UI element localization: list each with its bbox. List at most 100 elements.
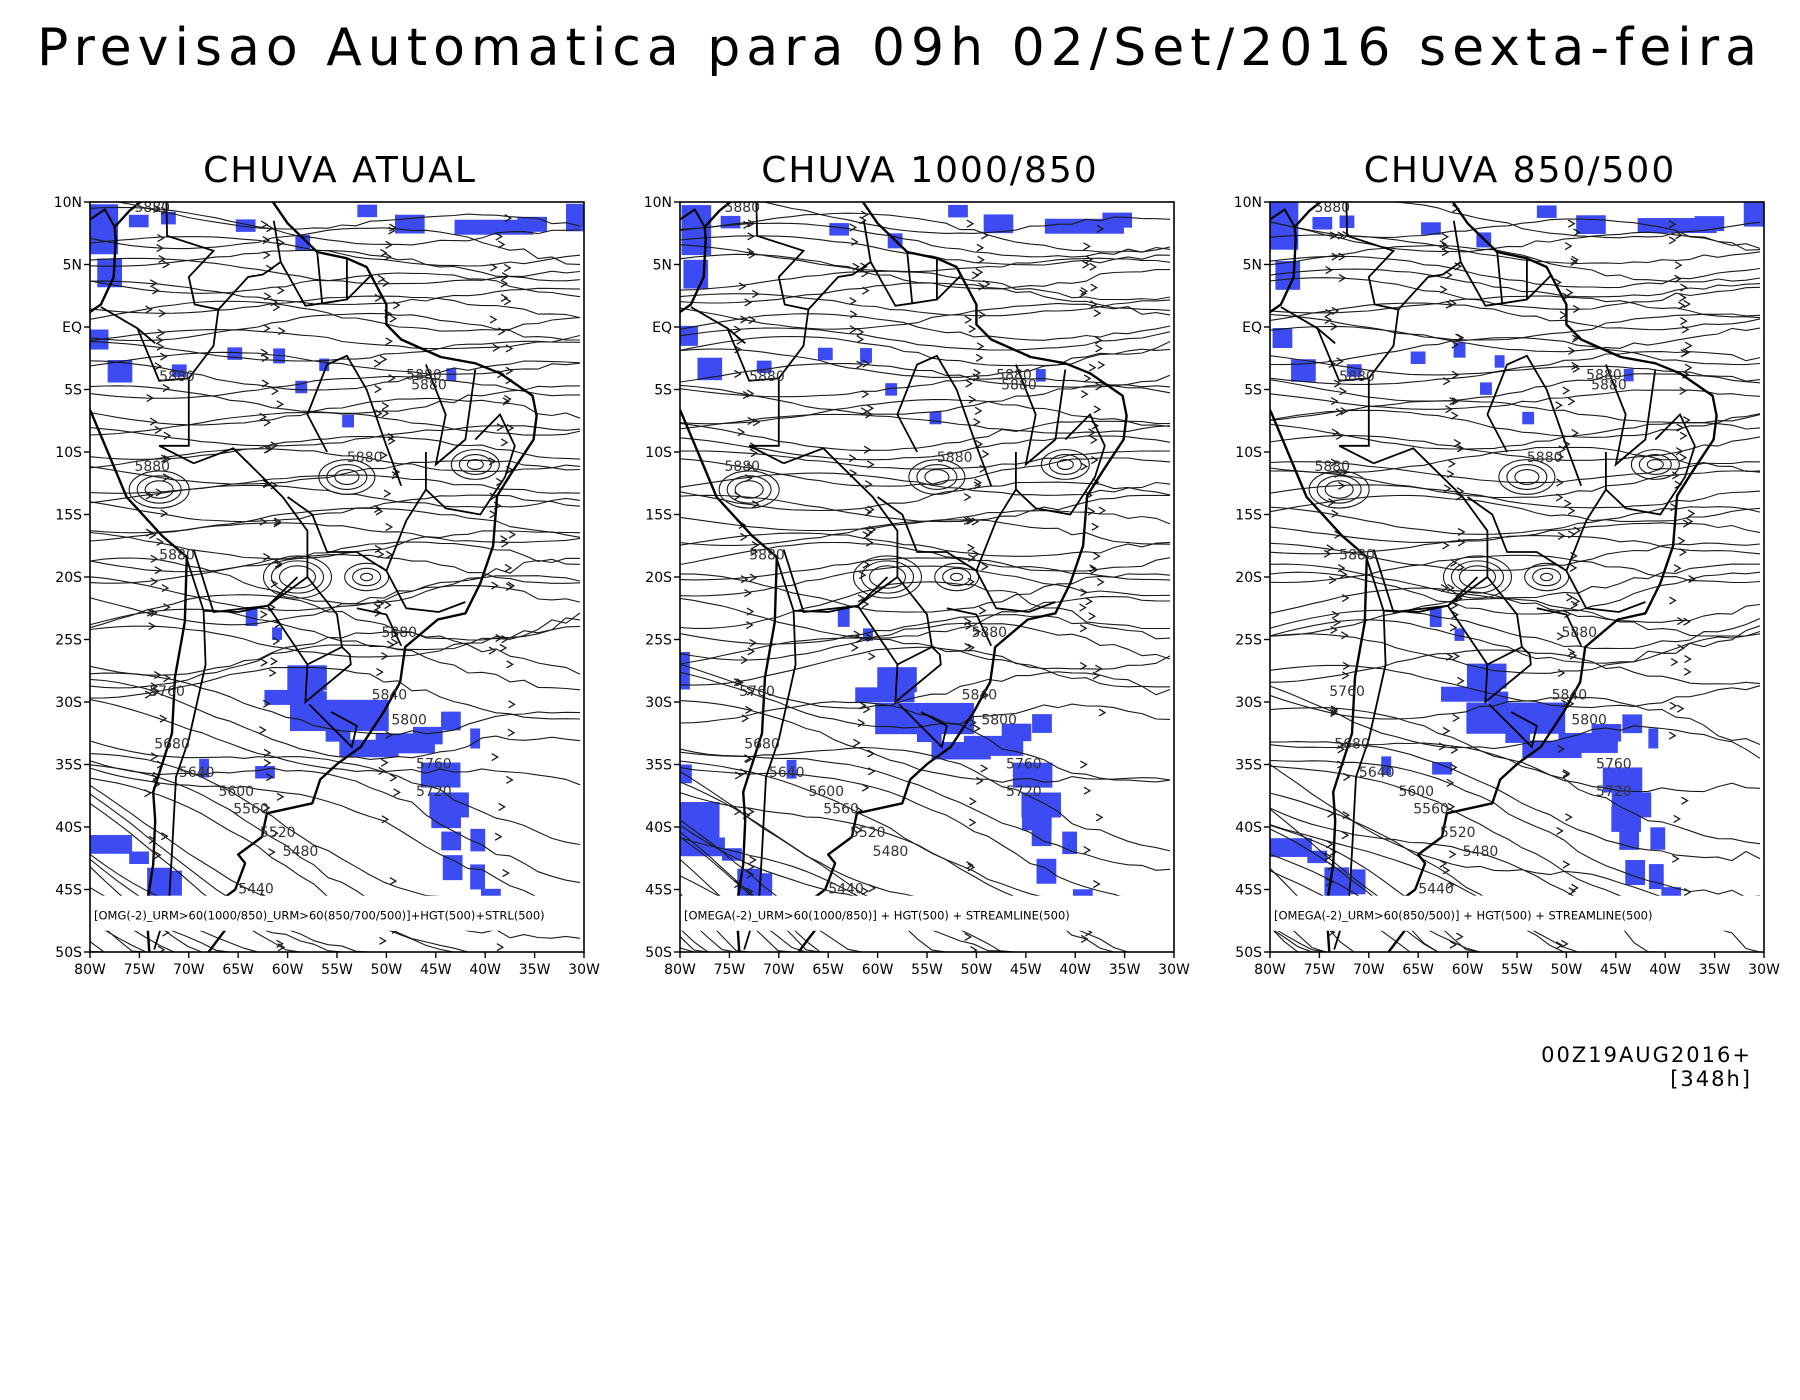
vortex-loop <box>1498 459 1556 495</box>
streamline-arrow <box>738 282 747 291</box>
vortex-loop <box>1040 449 1090 480</box>
streamline-arrow <box>746 462 755 472</box>
contour-label: 5560 <box>233 801 269 817</box>
streamline <box>1270 255 1761 289</box>
streamline-arrow <box>1677 616 1685 626</box>
rain-patch <box>442 855 463 881</box>
streamline-arrow <box>268 848 276 857</box>
vortex-loop <box>1540 572 1554 582</box>
isthmus <box>1270 208 1296 228</box>
border-line <box>755 202 810 379</box>
streamline-arrow <box>383 489 392 498</box>
streamline-arrow <box>146 393 155 403</box>
contour-label: 5880 <box>1314 200 1350 216</box>
streamline <box>680 751 1171 871</box>
streamline-arrow <box>1095 813 1104 822</box>
streamline-arrow <box>150 608 158 617</box>
streamline-arrow <box>862 359 870 368</box>
rain-patch <box>1035 369 1046 382</box>
streamline-arrow <box>1080 287 1089 296</box>
rain-patch <box>829 223 850 236</box>
lat-label: 5S <box>654 383 672 399</box>
lat-label: 10N <box>644 195 672 211</box>
rain-patch <box>720 215 741 229</box>
streamline-arrow <box>1088 612 1097 621</box>
streamline-arrow <box>389 314 398 323</box>
rain-patch <box>1022 805 1052 831</box>
streamline <box>1270 633 1761 674</box>
border-line <box>1015 412 1106 516</box>
streamline <box>1270 313 1761 341</box>
map-panel-chuva-1000-850: CHUVA 1000/850 5880 5880 5880 5880 5880 5880 5… <box>630 140 1230 1060</box>
contour-label: 5760 <box>1596 756 1632 772</box>
rain-patch <box>1012 762 1053 788</box>
streamline-arrow <box>1676 704 1685 713</box>
streamline-arrow <box>1449 623 1458 632</box>
streamline-arrow <box>736 678 744 687</box>
lat-label: 5N <box>1243 258 1262 274</box>
streamline <box>90 312 581 342</box>
streamline-arrow <box>868 652 876 661</box>
rain-patch <box>1421 222 1441 235</box>
streamline-arrow <box>1445 405 1453 414</box>
streamline <box>680 557 1171 581</box>
rain-patch <box>860 348 872 364</box>
streamline-arrow <box>390 630 399 639</box>
vortex-loop <box>1450 560 1505 594</box>
streamline-arrow <box>1090 566 1098 575</box>
streamline-arrow <box>374 385 383 394</box>
streamline-arrow <box>849 325 858 334</box>
streamline-arrow <box>1445 271 1453 280</box>
streamline-arrow <box>976 342 985 351</box>
streamline-arrow <box>1679 386 1687 395</box>
main-title: Previsao Automatica para 09h 02/Set/2016… <box>37 18 1763 78</box>
map-panel-chuva-850-500: CHUVA 850/500 5880 5880 5880 5880 5880 5880 58… <box>1220 140 1800 1060</box>
streamline-arrow <box>278 326 286 336</box>
streamline-arrow <box>1338 273 1347 283</box>
streamline-arrow <box>263 552 271 562</box>
border-line <box>184 555 268 613</box>
streamline-arrow <box>374 293 383 302</box>
rain-patch <box>1622 714 1643 734</box>
border-line <box>807 220 872 311</box>
border-line <box>690 306 746 344</box>
vortex-loop <box>718 470 780 509</box>
border-line <box>774 555 858 613</box>
streamline <box>1270 506 1761 535</box>
streamline <box>680 244 1171 273</box>
contour-label: 5880 <box>1001 378 1037 394</box>
streamline-arrow <box>504 563 513 573</box>
vortex-loop <box>734 480 764 499</box>
rain-patch <box>680 837 725 857</box>
streamline-arrow <box>1089 300 1098 309</box>
streamline <box>90 522 581 543</box>
streamline-arrow <box>1448 459 1456 468</box>
vortex-loop <box>934 562 980 592</box>
contour-label: 5800 <box>391 713 427 729</box>
streamline-arrow <box>1572 597 1581 606</box>
streamline-arrow <box>379 248 388 257</box>
streamline-arrow <box>385 240 393 249</box>
streamline-arrow <box>1684 363 1693 372</box>
streamlines <box>680 202 1171 952</box>
lat-label: 35S <box>645 758 672 774</box>
streamline <box>90 866 580 952</box>
streamline <box>90 666 581 720</box>
border-line <box>425 412 516 516</box>
contour-label: 5440 <box>238 881 274 897</box>
lat-label: EQ <box>652 320 672 336</box>
contour-label: 5520 <box>1440 825 1476 841</box>
streamline-arrow <box>1097 577 1105 587</box>
streamline-arrow <box>1445 652 1454 661</box>
streamline-arrow <box>1669 701 1678 710</box>
streamline-arrow <box>1676 423 1685 432</box>
streamline-arrow <box>1681 796 1689 805</box>
streamline-arrow <box>1673 814 1681 823</box>
streamline-arrow <box>1564 242 1573 251</box>
rain-patch <box>1275 261 1301 290</box>
vortex-loop <box>924 469 950 485</box>
coastline <box>680 202 1128 952</box>
streamline-arrow <box>1570 258 1578 267</box>
streamline-arrow <box>1087 507 1096 516</box>
border-line <box>165 202 220 379</box>
